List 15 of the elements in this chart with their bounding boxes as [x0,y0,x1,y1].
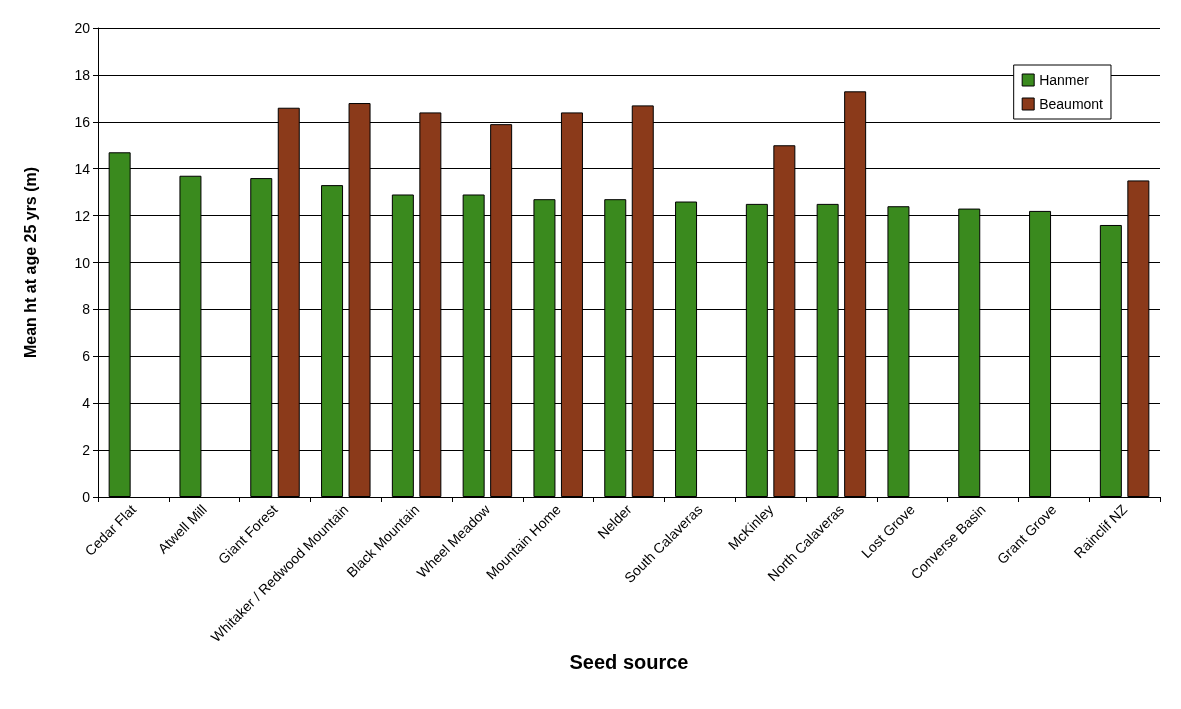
y-axis-title: Mean ht at age 25 yrs (m) [21,166,39,359]
y-tick-label: 16 [74,113,91,130]
y-tick-label: 20 [74,20,91,36]
y-tick-label: 0 [82,489,91,505]
legend-label: Beaumont [1039,96,1104,112]
y-tick-label: 12 [74,207,91,224]
y-tick-label: 4 [82,395,91,412]
legend-label: Hanmer [1039,72,1090,88]
y-tick-label: 6 [82,348,91,365]
y-tick-label: 2 [82,442,91,459]
y-tick-label: 18 [74,66,91,83]
y-tick-label: 8 [82,301,91,318]
x-axis-title: Seed source [569,650,689,673]
y-tick-label: 14 [74,160,91,177]
y-tick-label: 10 [74,254,91,271]
